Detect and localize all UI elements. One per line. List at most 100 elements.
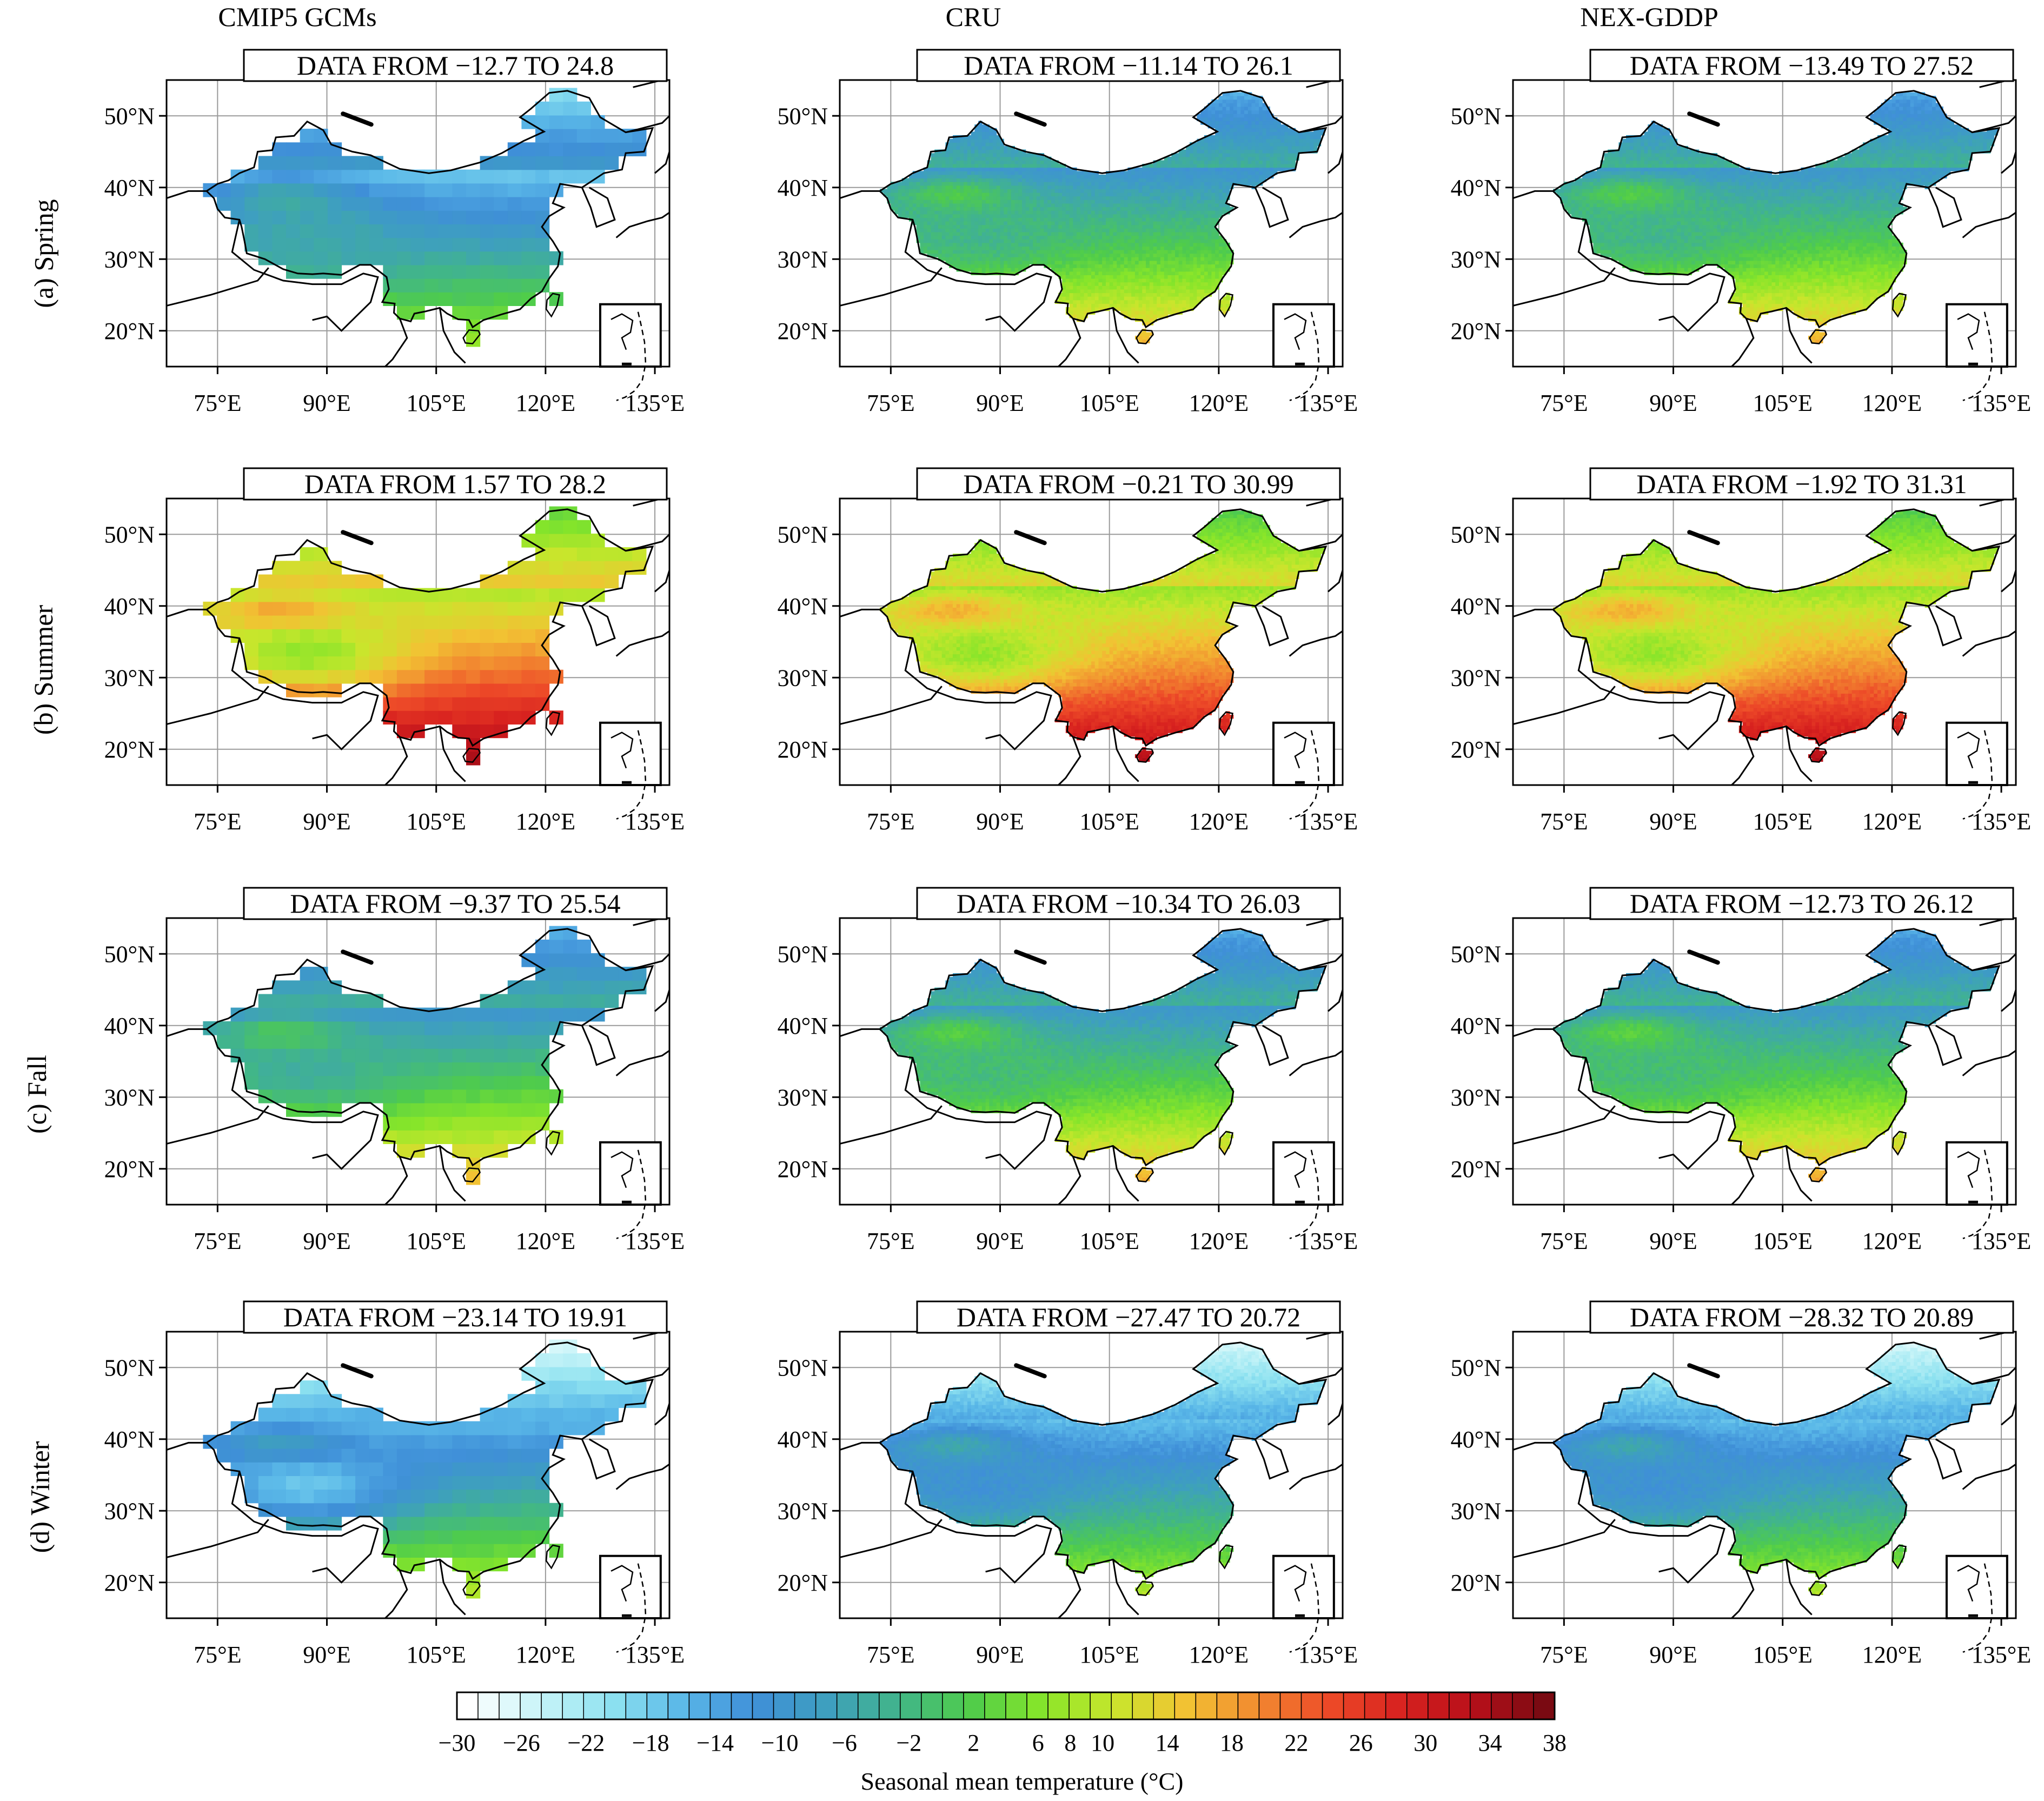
temperature-cell (1215, 174, 1219, 179)
temperature-cell (1164, 160, 1169, 164)
temperature-cell (952, 160, 957, 164)
temperature-cell (549, 88, 563, 102)
temperature-cell (1124, 285, 1128, 290)
temperature-cell (1593, 224, 1597, 229)
temperature-cell (1618, 145, 1623, 150)
temperature-cell (1171, 264, 1176, 268)
temperature-cell (1094, 246, 1099, 250)
temperature-cell (985, 182, 990, 186)
temperature-cell (1618, 235, 1623, 240)
temperature-cell (978, 153, 983, 157)
temperature-cell (1211, 239, 1216, 243)
temperature-cell (1113, 182, 1117, 186)
temperature-cell (1011, 149, 1015, 154)
temperature-cell (1640, 239, 1645, 243)
temperature-cell (901, 214, 906, 218)
temperature-cell (1117, 303, 1121, 308)
temperature-cell (1186, 278, 1190, 283)
temperature-cell (1215, 99, 1219, 103)
temperature-cell (1310, 138, 1314, 143)
temperature-cell (920, 214, 924, 218)
temperature-cell (1608, 228, 1612, 232)
temperature-cell (1190, 278, 1194, 283)
temperature-cell (1182, 285, 1186, 290)
temperature-cell (924, 217, 928, 222)
temperature-cell (1022, 207, 1026, 211)
temperature-cell (934, 210, 939, 215)
temperature-cell (894, 203, 899, 208)
temperature-cell (1247, 174, 1252, 179)
temperature-cell (985, 145, 990, 150)
temperature-cell (1102, 178, 1106, 182)
temperature-cell (1633, 253, 1637, 257)
temperature-cell (1640, 207, 1645, 211)
temperature-cell (989, 250, 993, 254)
temperature-cell (916, 228, 920, 232)
temperature-cell (1029, 167, 1033, 171)
temperature-cell (1251, 167, 1256, 171)
temperature-cell (1167, 160, 1172, 164)
temperature-cell (949, 196, 953, 200)
temperature-cell (1178, 285, 1183, 290)
temperature-cell (1109, 275, 1113, 279)
temperature-cell (952, 250, 957, 254)
temperature-cell (909, 174, 913, 179)
temperature-cell (1138, 257, 1143, 261)
temperature-cell (1131, 192, 1136, 197)
temperature-cell (1080, 285, 1085, 290)
temperature-cell (912, 182, 917, 186)
temperature-cell (1637, 153, 1641, 157)
temperature-cell (1131, 200, 1136, 204)
temperature-cell (971, 171, 975, 175)
temperature-cell (1073, 235, 1077, 240)
temperature-cell (327, 251, 342, 265)
temperature-cell (1182, 235, 1186, 240)
temperature-cell (1142, 293, 1146, 297)
temperature-cell (1091, 307, 1096, 311)
temperature-cell (971, 210, 975, 215)
temperature-cell (1175, 160, 1179, 164)
temperature-cell (1218, 121, 1223, 125)
temperature-cell (1117, 285, 1121, 290)
temperature-cell (1226, 110, 1230, 114)
temperature-cell (1138, 300, 1143, 304)
temperature-cell (590, 129, 605, 143)
temperature-cell (1022, 217, 1026, 222)
temperature-cell (1204, 275, 1209, 279)
temperature-cell (1164, 314, 1169, 318)
temperature-cell (1109, 246, 1113, 250)
temperature-cell (494, 169, 508, 184)
temperature-cell (1134, 293, 1139, 297)
temperature-cell (1084, 264, 1088, 268)
temperature-cell (1182, 293, 1186, 297)
neighbor-border (166, 267, 269, 307)
temperature-cell (952, 235, 957, 240)
temperature-cell (996, 239, 1001, 243)
temperature-cell (1211, 221, 1216, 225)
temperature-cell (1131, 275, 1136, 279)
temperature-cell (996, 210, 1001, 215)
temperature-cell (1211, 196, 1216, 200)
temperature-cell (576, 101, 591, 116)
temperature-cell (952, 214, 957, 218)
temperature-cell (1230, 135, 1234, 139)
temperature-cell (1178, 293, 1183, 297)
temperature-cell (1637, 160, 1641, 164)
temperature-cell (985, 174, 990, 179)
temperature-cell (1207, 228, 1212, 232)
temperature-cell (1204, 224, 1209, 229)
temperature-cell (1648, 221, 1652, 225)
temperature-cell (978, 217, 983, 222)
temperature-cell (1251, 174, 1256, 179)
temperature-cell (1197, 217, 1201, 222)
temperature-cell (1146, 314, 1150, 318)
temperature-cell (1094, 296, 1099, 301)
temperature-cell (1047, 260, 1052, 265)
temperature-cell (1029, 239, 1033, 243)
temperature-cell (1182, 275, 1186, 279)
temperature-cell (989, 182, 993, 186)
temperature-cell (1134, 174, 1139, 179)
temperature-cell (967, 239, 972, 243)
temperature-cell (1080, 268, 1085, 272)
inset-coastline (610, 313, 634, 350)
